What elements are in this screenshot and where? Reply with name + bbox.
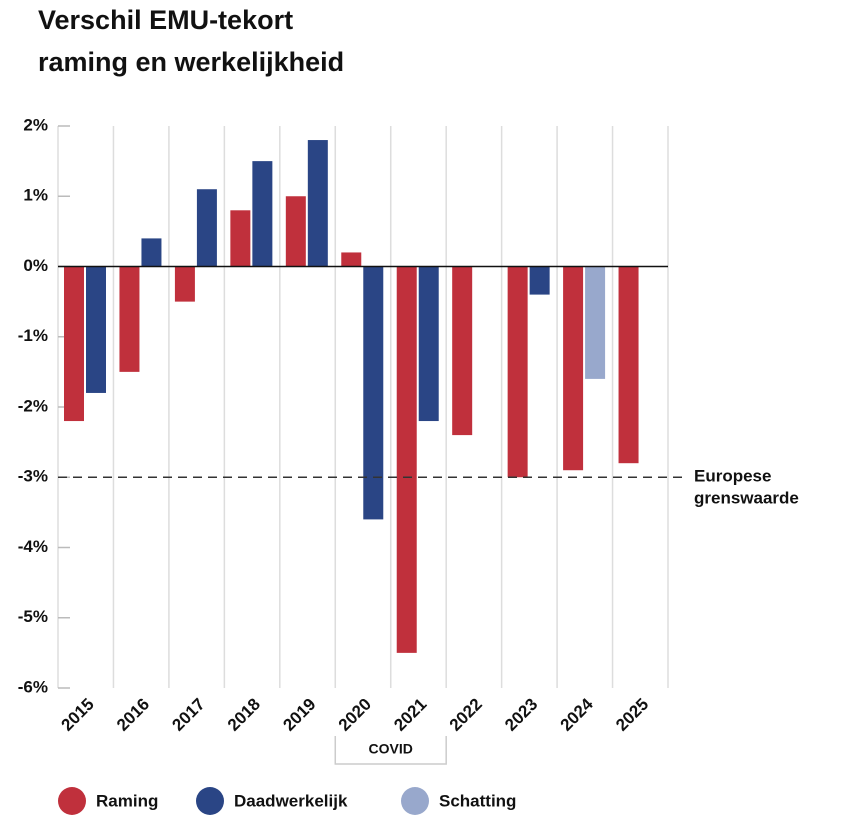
bar <box>307 140 328 267</box>
legend-marker <box>401 787 429 815</box>
y-tick-label: -5% <box>18 607 48 626</box>
bar <box>252 161 273 267</box>
y-tick-label: 1% <box>23 186 48 205</box>
bar <box>363 266 384 520</box>
x-tick-label: 2017 <box>168 695 208 735</box>
legend-label: Raming <box>96 791 158 810</box>
bar <box>396 266 417 653</box>
bar <box>174 266 195 302</box>
x-tick-label: 2015 <box>58 695 98 735</box>
x-tick-label: 2019 <box>279 695 319 735</box>
x-tick-label: 2024 <box>557 694 598 735</box>
annotation: COVID <box>369 741 413 757</box>
legend-label: Schatting <box>439 791 516 810</box>
y-tick-label: -2% <box>18 396 48 415</box>
annotation-bracket <box>334 736 447 765</box>
x-tick-label: 2025 <box>612 695 652 735</box>
y-tick-label: 2% <box>23 115 48 134</box>
y-tick-label: -4% <box>18 537 48 556</box>
legend-label: Daadwerkelijk <box>234 791 348 810</box>
bar <box>341 252 362 267</box>
bar <box>452 266 473 436</box>
x-tick-label: 2023 <box>501 695 541 735</box>
y-tick-label: -1% <box>18 326 48 345</box>
x-tick-label: 2016 <box>113 695 153 735</box>
bar <box>507 266 528 478</box>
legend-marker <box>196 787 224 815</box>
reference-label: Europese <box>694 467 771 486</box>
bar <box>86 266 106 393</box>
bar <box>230 210 251 267</box>
bar <box>141 238 162 267</box>
bar <box>119 266 140 372</box>
bar <box>529 266 550 295</box>
y-tick-label: 0% <box>23 256 48 275</box>
y-tick-label: -3% <box>18 467 48 486</box>
x-tick-label: 2018 <box>224 695 264 735</box>
x-tick-label: 2022 <box>446 695 486 735</box>
reference-label: grenswaarde <box>694 489 799 508</box>
bar <box>196 189 217 267</box>
x-tick-label: 2021 <box>390 695 430 735</box>
y-tick-label: -6% <box>18 677 48 696</box>
bar <box>585 266 606 379</box>
chart-title: Verschil EMU-tekort <box>38 5 293 35</box>
legend-marker <box>58 787 86 815</box>
bar <box>285 196 306 267</box>
bar <box>563 266 584 471</box>
chart-title: raming en werkelijkheid <box>38 47 344 77</box>
bar <box>64 266 84 422</box>
x-tick-label: 2020 <box>335 695 375 735</box>
bar <box>618 266 639 464</box>
bar <box>418 266 439 422</box>
